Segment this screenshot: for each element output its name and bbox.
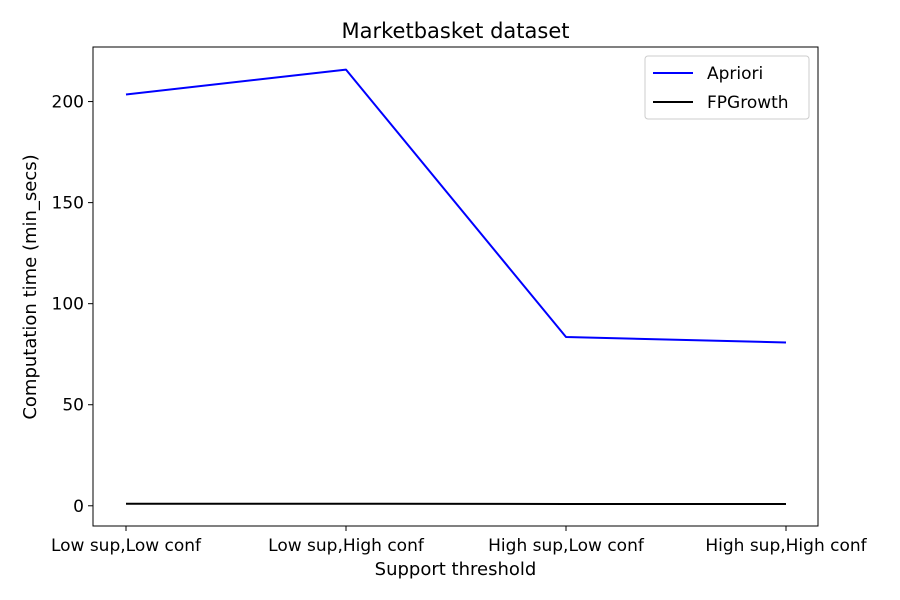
series-line-apriori (125, 68, 787, 344)
legend: Apriori FPGrowth (644, 55, 810, 120)
y-tick-label: 100 (52, 295, 84, 315)
legend-box (644, 55, 810, 120)
chart-title: Marketbasket dataset (342, 19, 570, 43)
x-tick-label: High sup,High conf (705, 536, 867, 556)
y-tick-label: 200 (52, 93, 84, 113)
y-tick-label: 50 (62, 396, 84, 416)
x-axis-ticks: Low sup,Low conf Low sup,High conf High su… (51, 526, 868, 556)
legend-label-apriori: Apriori (707, 64, 763, 84)
series-lines (125, 68, 787, 505)
y-axis-label: Computation time (min_secs) (20, 154, 41, 419)
x-axis-label: Support threshold (375, 559, 537, 580)
x-tick-label: Low sup,High conf (268, 536, 425, 556)
y-tick-label: 0 (73, 497, 84, 517)
legend-label-fpgrowth: FPGrowth (707, 93, 789, 113)
x-tick-label: Low sup,Low conf (51, 536, 202, 556)
y-axis-ticks: 0 50 100 150 200 (52, 93, 93, 517)
x-tick-label: High sup,Low conf (488, 536, 645, 556)
plot-area-frame (92, 46, 819, 527)
y-tick-label: 150 (52, 194, 84, 214)
